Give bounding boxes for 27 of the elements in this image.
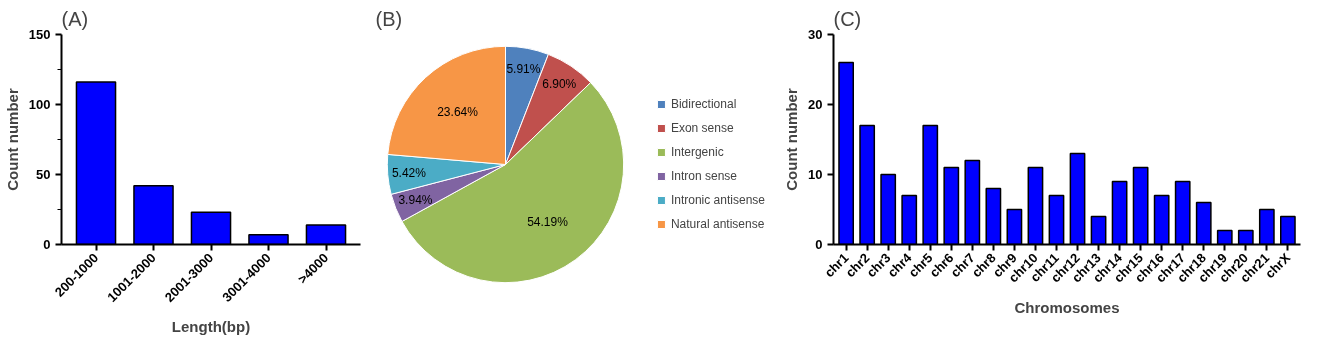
chart-title: (A) xyxy=(61,7,89,30)
data-label: 54.19% xyxy=(527,214,569,229)
y-tick-label: 30 xyxy=(808,27,823,42)
y-tick-label: 50 xyxy=(36,167,51,182)
legend-label: Natural antisense xyxy=(670,217,765,231)
x-axis-title: Length(bp) xyxy=(171,318,251,336)
chart-title: (C) xyxy=(833,7,862,30)
legend-label: Exon sense xyxy=(670,121,734,135)
y-axis-title: Count number xyxy=(783,88,801,191)
legend-label: Bidirectional xyxy=(670,97,737,111)
data-label: 23.64% xyxy=(437,105,479,120)
y-tick-label: 100 xyxy=(28,97,51,112)
data-label: 5.42% xyxy=(391,165,427,180)
y-tick-label: 10 xyxy=(808,167,823,182)
legend-label: Intronic antisense xyxy=(670,193,765,207)
data-label: 3.94% xyxy=(398,193,433,208)
chart-title: (B) xyxy=(375,7,403,30)
y-tick-label: 150 xyxy=(28,27,51,42)
legend-label: Intergenic xyxy=(670,145,724,159)
data-label: 6.90% xyxy=(542,76,577,91)
y-axis-title: Count number xyxy=(3,88,21,191)
data-label: 5.91% xyxy=(506,62,541,77)
x-axis-title: Chromosomes xyxy=(1014,298,1120,316)
y-tick-label: 0 xyxy=(43,237,51,252)
y-tick-label: 0 xyxy=(815,237,823,252)
y-tick-label: 20 xyxy=(808,97,823,112)
legend-label: Intron sense xyxy=(670,169,737,183)
